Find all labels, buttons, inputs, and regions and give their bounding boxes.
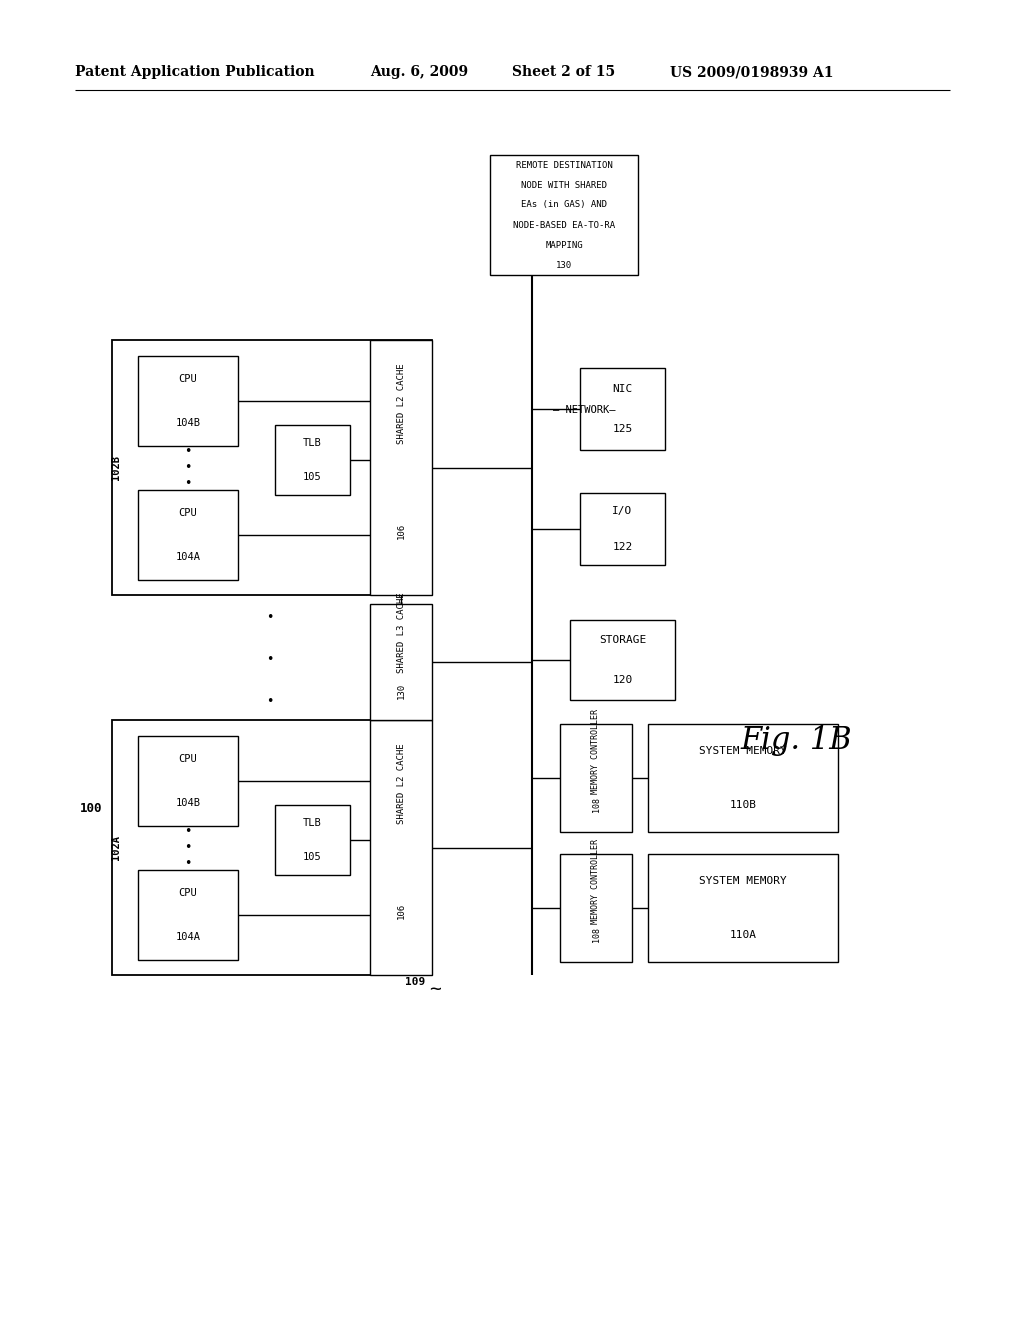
Bar (648, 854, 838, 962)
Text: 130: 130 (396, 682, 406, 700)
Text: NODE-BASED EA-TO-RA: NODE-BASED EA-TO-RA (513, 220, 615, 230)
Bar (138, 870, 238, 960)
Bar (560, 723, 632, 832)
Text: TLB: TLB (303, 437, 322, 447)
Text: Fig. 1B: Fig. 1B (740, 725, 852, 755)
Text: STORAGE: STORAGE (599, 635, 646, 645)
Bar (138, 490, 238, 579)
Text: 109: 109 (406, 977, 425, 987)
Text: Aug. 6, 2009: Aug. 6, 2009 (370, 65, 468, 79)
Bar (570, 620, 675, 700)
Text: •: • (266, 611, 273, 624)
Bar (370, 605, 432, 719)
Bar (648, 723, 838, 832)
Bar (370, 719, 432, 975)
Text: TLB: TLB (303, 817, 322, 828)
Text: 108: 108 (592, 797, 600, 813)
Text: 125: 125 (612, 425, 633, 434)
Text: CPU: CPU (178, 887, 198, 898)
Text: 105: 105 (303, 473, 322, 483)
Text: 110A: 110A (729, 931, 757, 940)
Text: •: • (184, 825, 191, 838)
Text: ~: ~ (429, 981, 441, 999)
Text: SYSTEM MEMORY: SYSTEM MEMORY (699, 876, 786, 886)
Text: CPU: CPU (178, 754, 198, 763)
Text: US 2009/0198939 A1: US 2009/0198939 A1 (670, 65, 834, 79)
Bar (112, 341, 432, 595)
Text: 105: 105 (303, 853, 322, 862)
Bar (275, 425, 350, 495)
Text: •: • (184, 462, 191, 474)
Text: 130: 130 (556, 260, 572, 269)
Bar (275, 805, 350, 875)
Text: MAPPING: MAPPING (545, 240, 583, 249)
Text: MEMORY CONTROLLER: MEMORY CONTROLLER (592, 709, 600, 793)
Text: 106: 106 (396, 523, 406, 540)
Text: 104B: 104B (175, 418, 201, 429)
Text: REMOTE DESTINATION: REMOTE DESTINATION (516, 161, 612, 169)
Text: 102A: 102A (111, 836, 121, 861)
Text: CPU: CPU (178, 507, 198, 517)
Text: — NETWORK—: — NETWORK— (553, 405, 615, 414)
Text: NIC: NIC (612, 384, 633, 393)
Bar (112, 719, 432, 975)
Bar (138, 356, 238, 446)
Text: EAs (in GAS) AND: EAs (in GAS) AND (521, 201, 607, 210)
Text: 104A: 104A (175, 553, 201, 562)
Text: SHARED L2 CACHE: SHARED L2 CACHE (396, 743, 406, 824)
Text: CPU: CPU (178, 374, 198, 384)
Text: SHARED L3 CACHE: SHARED L3 CACHE (396, 593, 406, 673)
Text: •: • (184, 842, 191, 854)
Text: 102B: 102B (111, 455, 121, 480)
Text: SHARED L2 CACHE: SHARED L2 CACHE (396, 363, 406, 444)
Text: 108: 108 (592, 928, 600, 942)
Text: 104A: 104A (175, 932, 201, 942)
Text: 110B: 110B (729, 800, 757, 810)
Bar (560, 854, 632, 962)
Text: •: • (184, 446, 191, 458)
Text: SYSTEM MEMORY: SYSTEM MEMORY (699, 746, 786, 756)
Text: Sheet 2 of 15: Sheet 2 of 15 (512, 65, 615, 79)
Bar (370, 341, 432, 595)
Bar (580, 492, 665, 565)
Text: •: • (266, 696, 273, 709)
Bar (490, 154, 638, 275)
Text: •: • (184, 478, 191, 491)
Text: •: • (184, 858, 191, 870)
Text: Patent Application Publication: Patent Application Publication (75, 65, 314, 79)
Bar (138, 737, 238, 826)
Text: •: • (266, 653, 273, 667)
Bar (580, 368, 665, 450)
Text: 100: 100 (80, 801, 102, 814)
Text: NODE WITH SHARED: NODE WITH SHARED (521, 181, 607, 190)
Text: 122: 122 (612, 543, 633, 552)
Text: MEMORY CONTROLLER: MEMORY CONTROLLER (592, 838, 600, 924)
Text: 120: 120 (612, 675, 633, 685)
Text: 106: 106 (396, 903, 406, 919)
Text: I/O: I/O (612, 506, 633, 516)
Text: 104B: 104B (175, 799, 201, 808)
